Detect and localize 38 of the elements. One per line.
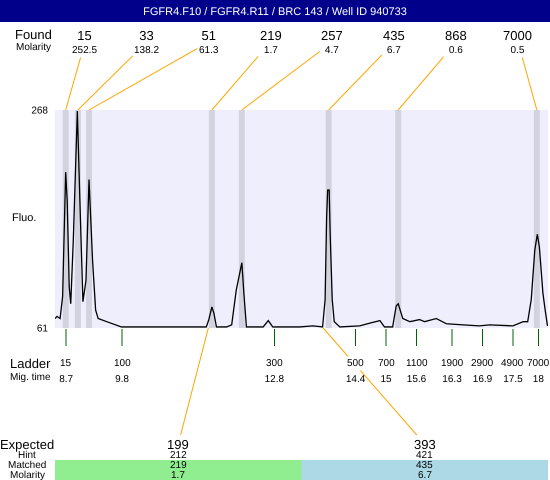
- annotation: 257 4.7: [321, 28, 343, 56]
- annotation: 199 212 219 1.7: [167, 437, 189, 480]
- x-tick-label: 12.8: [264, 374, 285, 385]
- x-tick-label: 8.7: [59, 374, 74, 385]
- text: 1900: [441, 358, 464, 369]
- text: 4900: [501, 358, 524, 369]
- text: 100: [114, 358, 132, 369]
- annotation: 219 1.7: [260, 28, 282, 56]
- text: 2900: [471, 358, 494, 369]
- text: 15: [60, 358, 72, 369]
- x-tick-label: 14.4: [346, 374, 366, 385]
- annotation: 15 252.5: [72, 28, 98, 56]
- x-tick-label: 9.8: [115, 374, 130, 385]
- line-series: [55, 110, 548, 328]
- y-axis-title: Fluo.: [12, 212, 36, 224]
- text: Found Molarity: [15, 27, 52, 53]
- text: Expected Hint Matched Molarity: [0, 437, 54, 480]
- text: 300: [266, 358, 284, 369]
- text: 7000: [527, 358, 550, 369]
- annotation: 868 0.6: [445, 28, 467, 56]
- x-tick-label: 15.6: [406, 374, 427, 385]
- chart-title: FGFR4.F10 / FGFR4.R11 / BRC 143 / Well ID 940733: [143, 6, 407, 18]
- x-tick-label: 17.5: [503, 374, 524, 385]
- text: 500: [347, 358, 364, 369]
- annotation: 33 138.2: [134, 28, 160, 56]
- text: 1100: [406, 358, 428, 369]
- x-tick-label: 16.9: [472, 374, 493, 385]
- x-tick-label: 16.3: [442, 374, 462, 385]
- x-tick-label: 15: [380, 374, 392, 385]
- text: Ladder Mig. time: [10, 356, 52, 383]
- annotation: 393 421 435 6.7: [414, 437, 436, 480]
- annotation: 435 6.7: [383, 28, 405, 56]
- annotation: 7000 0.5: [503, 28, 532, 56]
- x-tick-label: 18: [532, 374, 544, 385]
- text: 700: [378, 358, 396, 369]
- y-tick-label: 61: [36, 324, 48, 334]
- annotation: 51 61.3: [199, 28, 219, 56]
- y-tick-label: 268: [31, 106, 48, 116]
